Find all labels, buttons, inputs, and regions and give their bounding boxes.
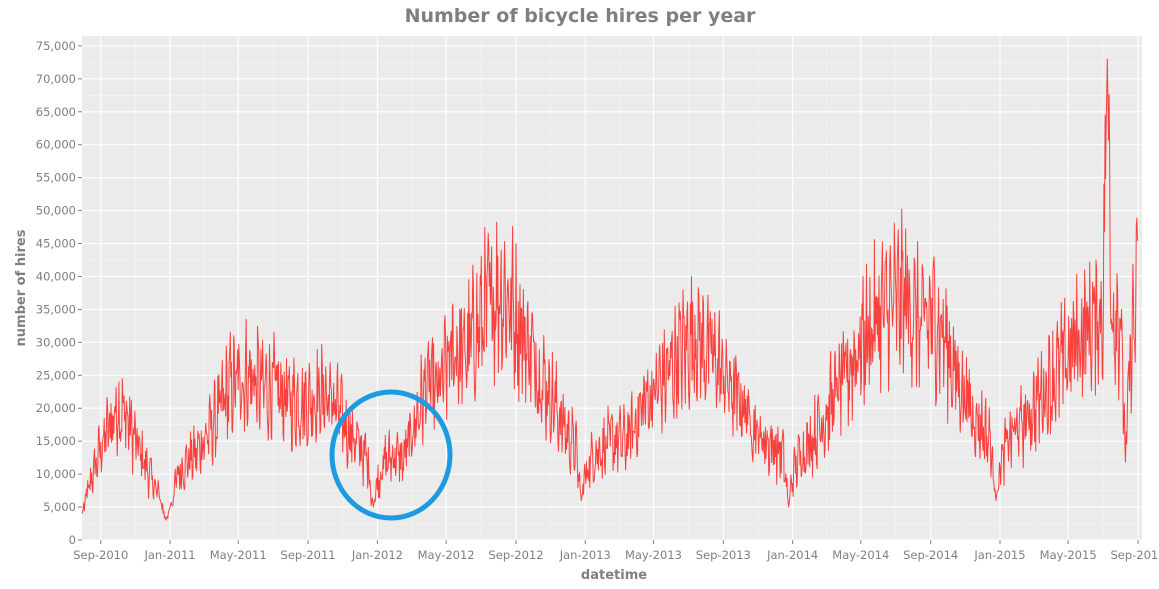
hires-series-line <box>81 58 1138 521</box>
x-tick-label: May-2011 <box>210 548 267 562</box>
major-gridlines <box>82 36 1142 541</box>
x-tick-label: Jan-2015 <box>973 548 1025 562</box>
chart-title: Number of bicycle hires per year <box>405 5 756 27</box>
x-tick-label: Sep-2012 <box>488 548 543 562</box>
y-tick-label: 15,000 <box>36 434 76 448</box>
y-tick-label: 60,000 <box>36 138 76 152</box>
x-axis: Sep-2010 Jan-2011 May-2011 Sep-2011 Jan-2012… <box>73 540 1159 562</box>
y-tick-label: 30,000 <box>36 335 76 349</box>
x-tick-label: Sep-2011 <box>281 548 336 562</box>
y-tick-label: 40,000 <box>36 269 76 283</box>
y-tick-label: 65,000 <box>36 105 76 119</box>
x-tick-label: Sep-2014 <box>903 548 958 562</box>
y-tick-label: 55,000 <box>36 171 76 185</box>
y-tick-label: 0 <box>69 533 76 547</box>
y-tick-label: 70,000 <box>36 72 76 86</box>
x-tick-label: May-2015 <box>1040 548 1097 562</box>
x-tick-label: Jan-2011 <box>143 548 195 562</box>
highlight-circle <box>329 389 453 521</box>
y-tick-label: 50,000 <box>36 204 76 218</box>
x-tick-label: Sep-2013 <box>696 548 751 562</box>
y-axis-title: number of hires <box>14 229 29 346</box>
x-tick-label: Sep-2015 <box>1110 548 1159 562</box>
y-axis: 0 5,000 10,000 15,000 20,000 25,000 30,000 35,0… <box>36 39 82 547</box>
y-tick-label: 5,000 <box>43 500 76 514</box>
x-tick-label: May-2013 <box>625 548 682 562</box>
x-tick-label: Jan-2013 <box>559 548 611 562</box>
x-tick-label: Sep-2010 <box>73 548 128 562</box>
x-tick-label: May-2014 <box>832 548 889 562</box>
y-tick-label: 35,000 <box>36 302 76 316</box>
y-tick-label: 20,000 <box>36 401 76 415</box>
y-tick-label: 75,000 <box>36 39 76 53</box>
x-tick-label: May-2012 <box>418 548 475 562</box>
x-tick-label: Jan-2014 <box>766 548 818 562</box>
y-tick-label: 45,000 <box>36 237 76 251</box>
y-tick-label: 25,000 <box>36 368 76 382</box>
x-tick-label: Jan-2012 <box>351 548 403 562</box>
x-axis-title: datetime <box>581 568 647 583</box>
y-tick-label: 10,000 <box>36 467 76 481</box>
